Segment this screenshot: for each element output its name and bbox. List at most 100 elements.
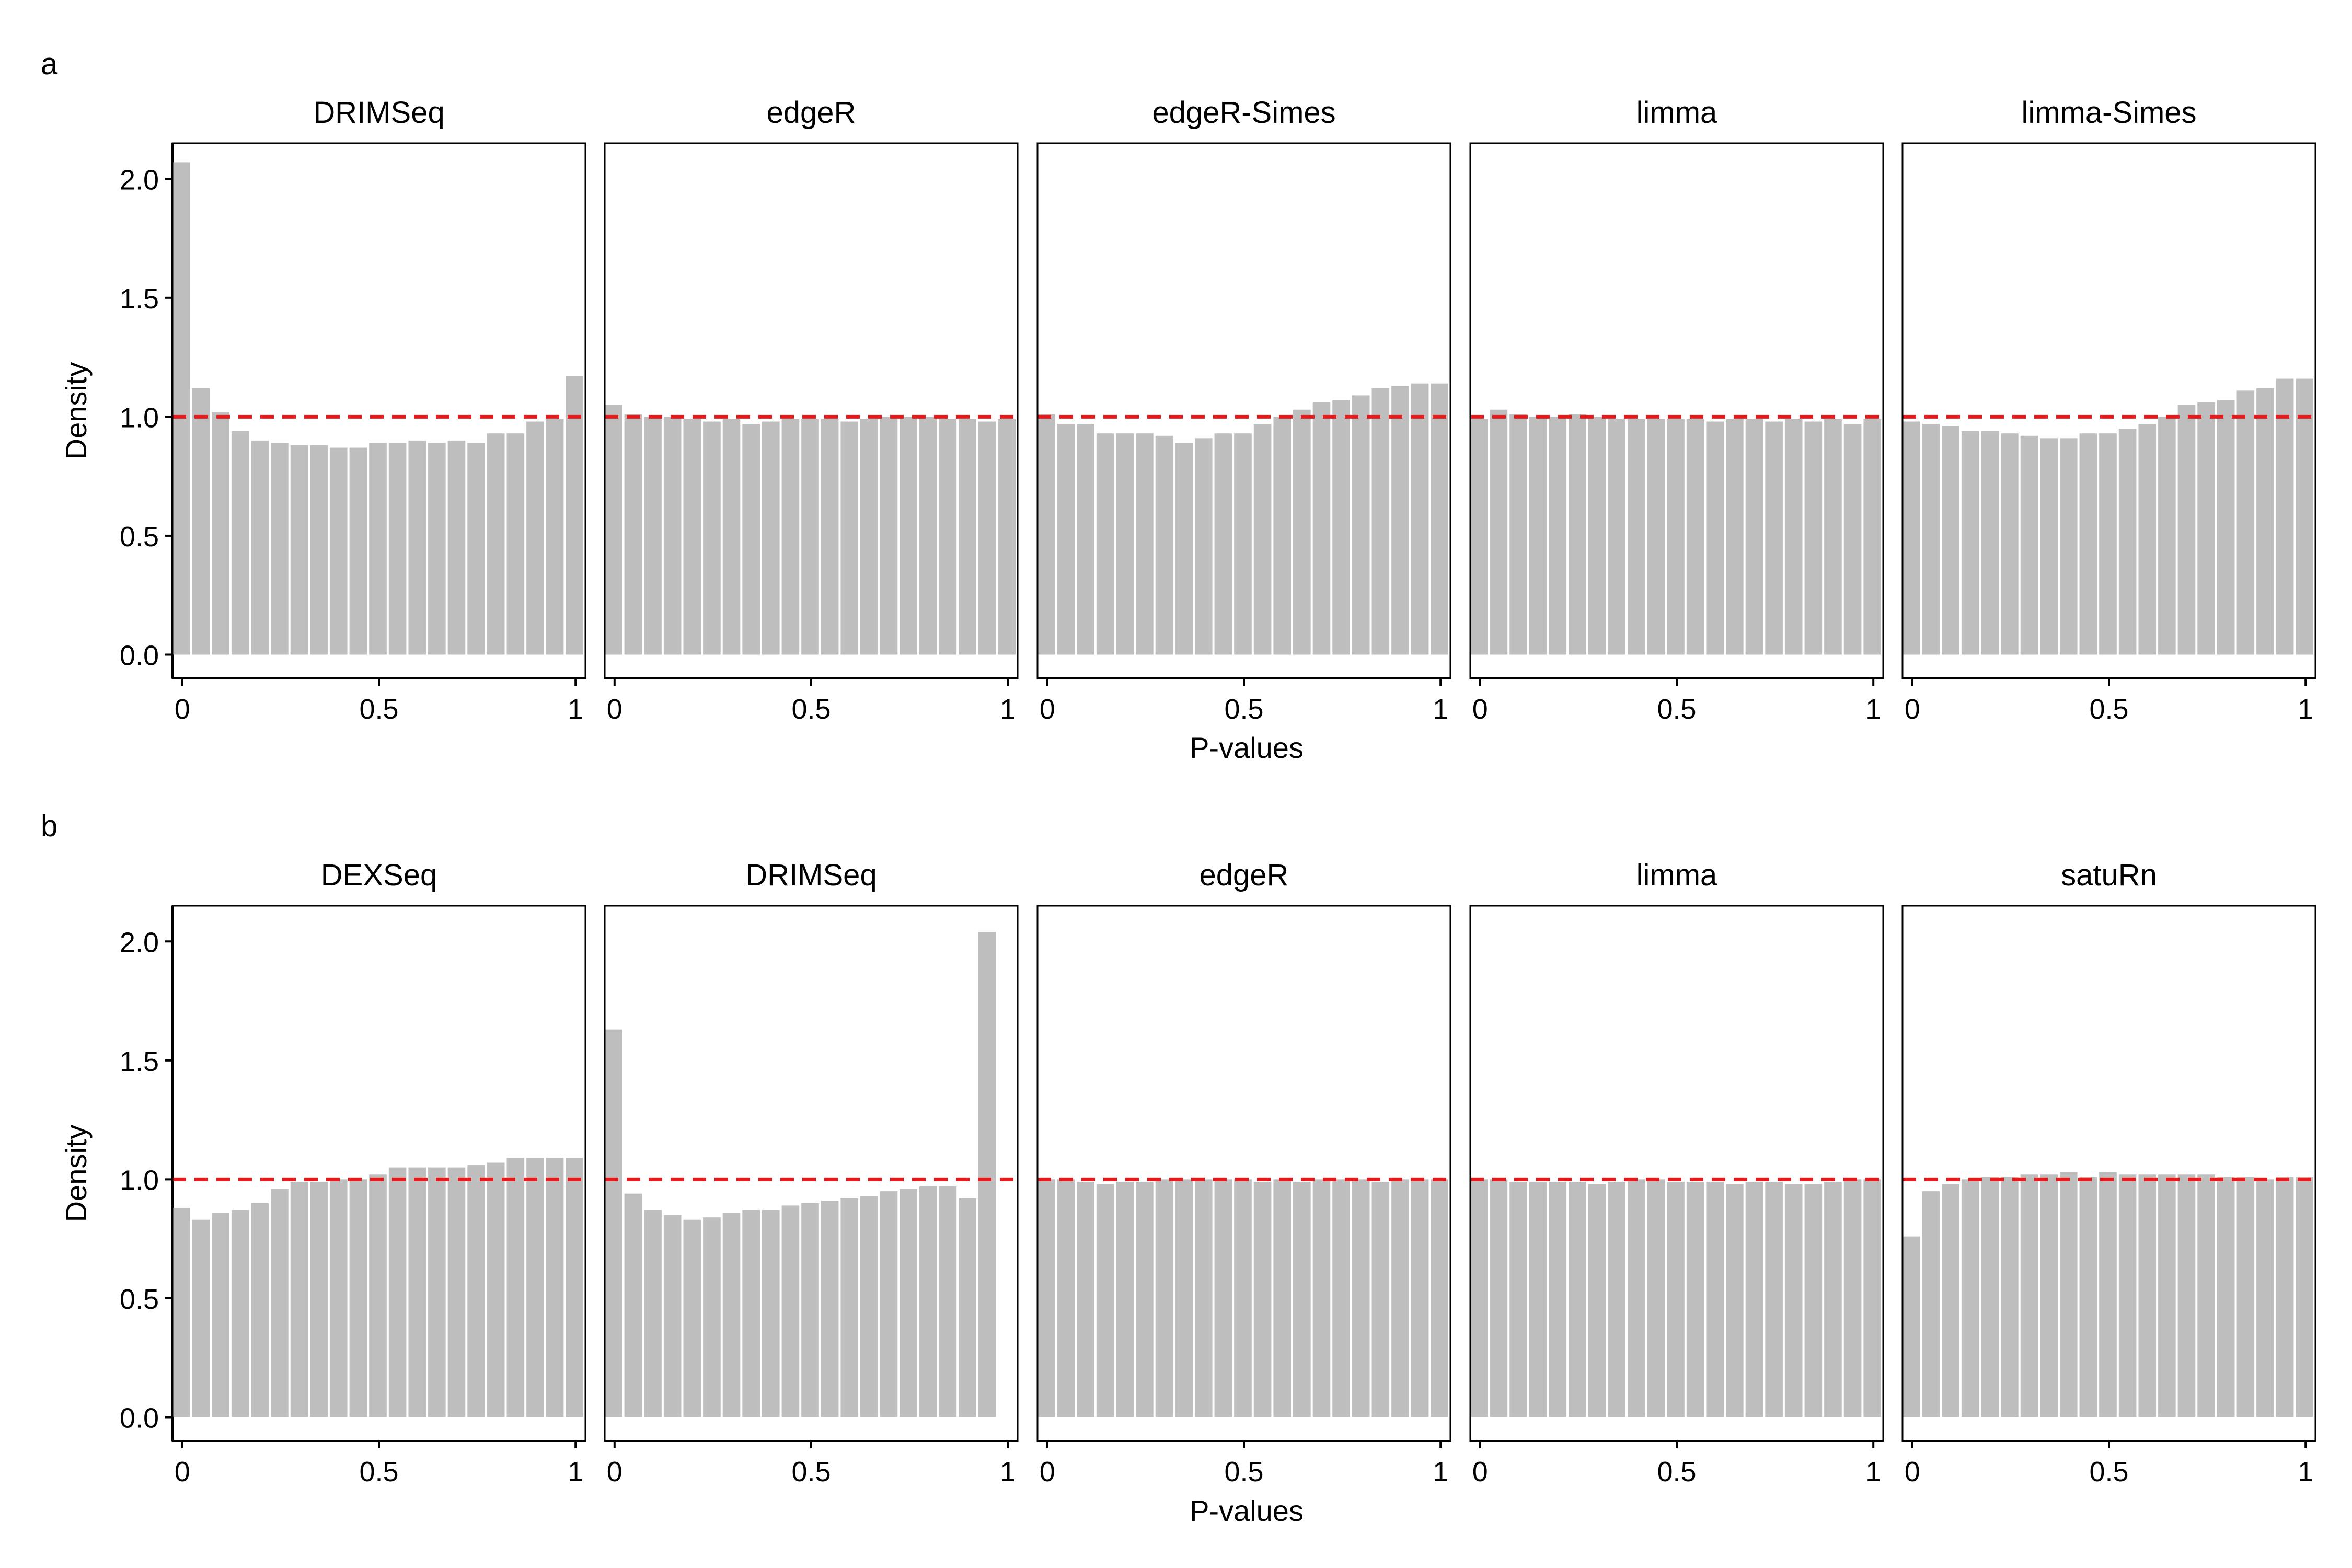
histogram-bar [2197,402,2215,655]
histogram-bar [742,1210,760,1417]
histogram-bar [2158,1174,2176,1417]
histogram-bar [349,447,367,655]
histogram-bar [1745,1181,1763,1417]
histogram-bar [2020,435,2038,655]
histogram-bar [2197,1174,2215,1417]
y-tick-label: 1.5 [120,283,159,315]
facet-edger: edgeR 0 0.5 1 [604,96,1019,725]
histogram-bar [1096,1184,1114,1417]
histogram-bar [1175,1179,1193,1417]
x-tick-label: 0 [175,694,190,725]
x-tick-label: 1 [1000,1456,1016,1488]
histogram-bar [1981,431,1999,655]
histogram-bar [742,424,760,655]
histogram-bar [1077,1181,1094,1417]
y-tick-label: 0.5 [120,521,159,552]
histogram-bar [2138,1174,2157,1417]
histogram-bar [2001,433,2019,655]
histogram-bar [919,1186,937,1417]
histogram-bar [290,1181,308,1417]
histogram-bar [1529,417,1547,655]
histogram-bar [1057,1179,1075,1417]
histogram-bar [1549,1181,1567,1417]
histogram-bar [762,421,780,655]
histogram-bar [840,1198,859,1417]
x-axis-label: P-values [1190,731,1304,764]
histogram-bar [1037,414,1055,655]
histogram-bar [1312,402,1331,655]
histogram-bar [2296,1177,2313,1417]
x-tick-label: 0 [175,1456,190,1488]
histogram-bar [605,405,622,655]
y-tick-label: 1.0 [120,402,159,433]
histogram-bar [801,1203,819,1417]
histogram-bar [880,1191,898,1417]
histogram-bar [1942,426,1959,655]
x-tick-label: 0 [607,694,622,725]
histogram-bar [2256,388,2274,655]
histogram-bar [1431,1179,1448,1417]
histogram-bar [1961,431,1979,655]
histogram-bar [1253,424,1272,655]
x-tick-label: 1 [568,1456,583,1488]
histogram-bar [703,421,721,655]
histogram-bar [2020,1174,2038,1417]
facet-title: edgeR-Simes [1152,96,1335,130]
histogram-bar [2079,1177,2097,1417]
histogram-bar [310,1181,328,1417]
histogram-bar [566,376,583,655]
histogram-bar [2276,1177,2294,1417]
histogram-bar [1371,388,1390,655]
histogram-bar [1569,414,1586,655]
histogram-bar [2177,405,2196,655]
histogram-bar [467,1165,485,1417]
histogram-bar [860,1196,878,1417]
histogram-bar [388,1167,407,1417]
histogram-bar [1942,1184,1959,1417]
histogram-bar [959,1198,976,1417]
y-tick-label: 1.0 [120,1165,159,1196]
facet-limma: limma 0 0.5 1 [1469,96,1884,725]
histogram-bar [1667,419,1685,655]
histogram-bar [1077,424,1094,655]
histogram-bar [192,1219,210,1417]
x-tick-label: 0 [1905,694,1920,725]
histogram-bar [1706,1181,1724,1417]
histogram-bar [663,1215,682,1417]
histogram-bar [1509,414,1527,655]
x-tick-label: 1 [2298,694,2313,725]
histogram-bar [172,162,190,655]
histogram-bar [2138,424,2157,655]
histogram-bar [172,1207,190,1417]
histogram-bar [900,417,917,655]
histogram-bar [546,419,564,655]
histogram-bar [212,1213,229,1417]
histogram-bar [1608,419,1625,655]
histogram-bar [1686,1181,1704,1417]
histogram-bar [801,419,819,655]
histogram-bar [1175,443,1193,655]
facet-title: edgeR [1200,858,1289,892]
histogram-bar [192,388,210,655]
histogram-bar [1155,435,1173,655]
histogram-bar [1726,1184,1744,1417]
histogram-bar [271,1189,289,1417]
x-tick-label: 0 [1040,1456,1055,1488]
histogram-bar [1273,417,1292,655]
histogram-bar [1490,409,1508,655]
histogram-bar [1391,1179,1409,1417]
histogram-bar [408,1167,426,1417]
histogram-bar [1332,400,1350,655]
histogram-bar [290,445,308,655]
histogram-bar [1273,1179,1292,1417]
histogram-bar [566,1158,583,1417]
x-tick-label: 0 [1040,694,1055,725]
histogram-bar [1863,419,1881,655]
histogram-bar [546,1158,564,1417]
y-tick-label: 1.5 [120,1046,159,1077]
facet-title: DRIMSeq [745,858,877,892]
histogram-bar [1863,1179,1881,1417]
panel-b-group: b [41,809,57,843]
histogram-bar [1371,1181,1390,1417]
histogram-bar [467,443,485,655]
